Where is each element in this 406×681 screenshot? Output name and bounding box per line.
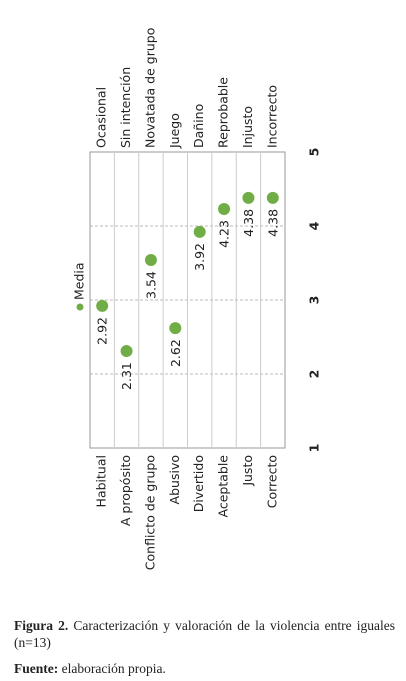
right-label: Juego — [167, 113, 182, 149]
dot — [96, 299, 109, 312]
left-label: Divertido — [191, 455, 206, 512]
dot — [144, 254, 157, 267]
left-label: Abusivo — [167, 455, 182, 504]
left-label: Conflicto de grupo — [142, 455, 157, 570]
source-label: Fuente: — [14, 661, 59, 676]
dot — [193, 225, 206, 238]
value-label: 2.92 — [95, 317, 110, 345]
right-label: Novatada de grupo — [142, 28, 157, 148]
value-label: 4.38 — [265, 209, 280, 237]
source: Fuente: elaboración propia. — [14, 660, 395, 677]
right-label: Reprobable — [216, 77, 231, 148]
x-tick-label: 2 — [307, 370, 322, 379]
right-label: Sin intención — [118, 67, 133, 148]
source-text: elaboración propia. — [61, 661, 166, 676]
x-tick-label: 3 — [307, 296, 322, 305]
legend-marker — [76, 303, 84, 311]
right-label: Dañino — [191, 104, 206, 148]
dot — [242, 191, 255, 204]
legend-label: Media — [72, 262, 87, 300]
right-label: Injusto — [240, 106, 255, 148]
dot — [218, 202, 231, 215]
left-label: Justo — [240, 455, 255, 487]
value-label: 3.92 — [192, 243, 207, 271]
dot — [266, 191, 279, 204]
x-tick-label: 5 — [307, 148, 322, 157]
left-label: Correcto — [264, 455, 279, 508]
dot — [169, 322, 182, 335]
caption-label: Figura 2. — [14, 618, 69, 633]
left-label: Aceptable — [216, 455, 231, 518]
x-tick-label: 4 — [307, 221, 322, 230]
right-label: Incorrecto — [264, 85, 279, 148]
value-label: 4.23 — [217, 220, 232, 248]
caption: Figura 2. Caracterización y valoración d… — [14, 617, 395, 651]
right-label: Ocasional — [94, 87, 109, 148]
dot — [120, 345, 133, 358]
value-label: 3.54 — [143, 271, 158, 299]
value-label: 2.31 — [119, 362, 134, 390]
rotated-plot: 1 2 3 4 5 Habitual Ocasional A propósito Sin int… — [72, 28, 322, 571]
chart: 1 2 3 4 5 Habitual Ocasional A propósito Sin int… — [72, 28, 322, 571]
value-label: 4.38 — [241, 209, 256, 237]
left-label: A propósito — [118, 455, 133, 526]
x-tick-label: 1 — [307, 444, 322, 453]
left-label: Habitual — [94, 455, 109, 507]
caption-text: Caracterización y valoración de la viole… — [14, 618, 395, 650]
value-label: 2.62 — [168, 339, 183, 367]
